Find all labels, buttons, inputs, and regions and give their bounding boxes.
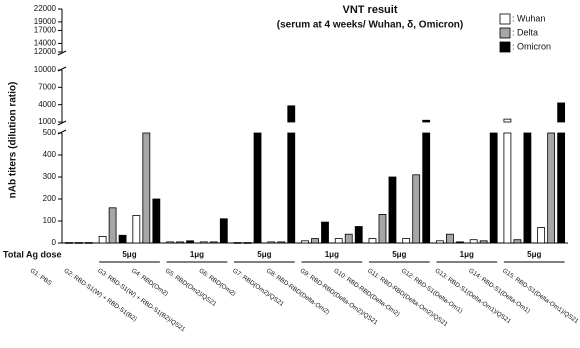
y-tick-label: 17000 <box>34 26 57 35</box>
bar <box>267 241 276 244</box>
bar <box>287 105 296 123</box>
bar <box>108 207 117 244</box>
bar <box>166 241 174 244</box>
y-tick-label: 4000 <box>38 100 56 109</box>
bar <box>84 242 93 244</box>
y-tick-label: 10000 <box>34 65 57 74</box>
dose-label: Total Ag dose <box>3 249 62 259</box>
bar <box>422 132 431 244</box>
bar <box>301 240 309 244</box>
dose-text: 5μg <box>257 250 271 259</box>
dose-text: 5μg <box>122 250 136 259</box>
bar <box>233 242 242 244</box>
bar <box>503 132 512 244</box>
bar <box>402 238 411 244</box>
dose-text: 1μg <box>325 250 339 259</box>
bar <box>513 239 522 244</box>
y-tick-label: 12000 <box>34 47 57 56</box>
legend-swatch <box>499 41 511 53</box>
bar <box>243 242 252 244</box>
bar <box>479 240 488 244</box>
bar <box>334 238 343 244</box>
legend-label: : Wuhan <box>512 13 545 23</box>
bar <box>537 227 546 244</box>
bar <box>469 239 478 244</box>
bar <box>557 132 566 244</box>
bar <box>152 198 161 244</box>
dose-text: 5μg <box>392 250 406 259</box>
bar <box>523 132 532 244</box>
bar <box>344 233 353 244</box>
bar <box>368 238 377 244</box>
bar <box>412 174 421 244</box>
bar <box>547 132 556 244</box>
y-tick-label: 200 <box>43 194 57 203</box>
bar <box>378 213 387 244</box>
bar <box>98 235 107 244</box>
legend-label: : Omicron <box>512 41 551 51</box>
bar <box>186 240 194 244</box>
legend-swatch <box>499 13 511 25</box>
bar <box>436 240 444 244</box>
bar <box>176 241 184 244</box>
x-tick-label: G14: RBD-S1(Delta-Om1) <box>467 267 531 315</box>
dose-text: 5μg <box>527 250 541 259</box>
bar <box>64 242 73 244</box>
bar <box>321 221 329 244</box>
dose-text: 1μg <box>460 250 474 259</box>
y-tick-label: 22000 <box>34 4 57 13</box>
bar <box>287 132 296 244</box>
bar <box>74 242 83 244</box>
y-tick-label: 400 <box>43 150 57 159</box>
legend-label: : Delta <box>512 27 538 37</box>
bar <box>456 241 464 244</box>
x-tick-label: G12: RBD-S1(Delta-Om1) <box>400 267 464 315</box>
dose-text: 1μg <box>190 250 204 259</box>
y-tick-label: 500 <box>43 128 57 137</box>
bar <box>132 215 141 244</box>
y-axis-label: nAb titers (dilution ratio) <box>8 82 19 199</box>
chart-subtitle: (serum at 4 weeks/ Wuhan, δ, Omicron) <box>277 20 463 31</box>
y-tick-label: 1000 <box>38 117 56 126</box>
bar <box>118 234 127 244</box>
axis-break <box>57 120 67 126</box>
bar <box>557 102 566 123</box>
y-tick-label: 7000 <box>38 82 56 91</box>
bar <box>199 241 208 244</box>
bar <box>446 233 454 244</box>
bar <box>142 132 151 244</box>
bar <box>422 119 431 123</box>
bar <box>253 132 262 244</box>
y-tick-label: 0 <box>52 238 57 247</box>
chart-title: VNT resuit <box>342 4 397 16</box>
x-tick-label: G10: RBD-RBD(Delta-Om2) <box>332 267 401 318</box>
x-tick-label: G1: PBS <box>29 267 53 287</box>
bar <box>489 132 498 244</box>
y-tick-label: 300 <box>43 172 57 181</box>
bar <box>503 118 512 123</box>
y-tick-label: 100 <box>43 216 57 225</box>
bar <box>219 218 228 244</box>
legend-swatch <box>499 27 511 39</box>
y-tick-label: 14000 <box>34 39 57 48</box>
bar <box>311 238 319 244</box>
y-tick-label: 19000 <box>34 17 57 26</box>
x-tick-label: G8: RBD-RBD(Delta-Om2) <box>265 267 331 316</box>
axis-break <box>57 50 67 56</box>
bar <box>388 176 397 244</box>
bar <box>277 241 286 244</box>
bar <box>354 226 363 244</box>
bar <box>209 241 218 244</box>
